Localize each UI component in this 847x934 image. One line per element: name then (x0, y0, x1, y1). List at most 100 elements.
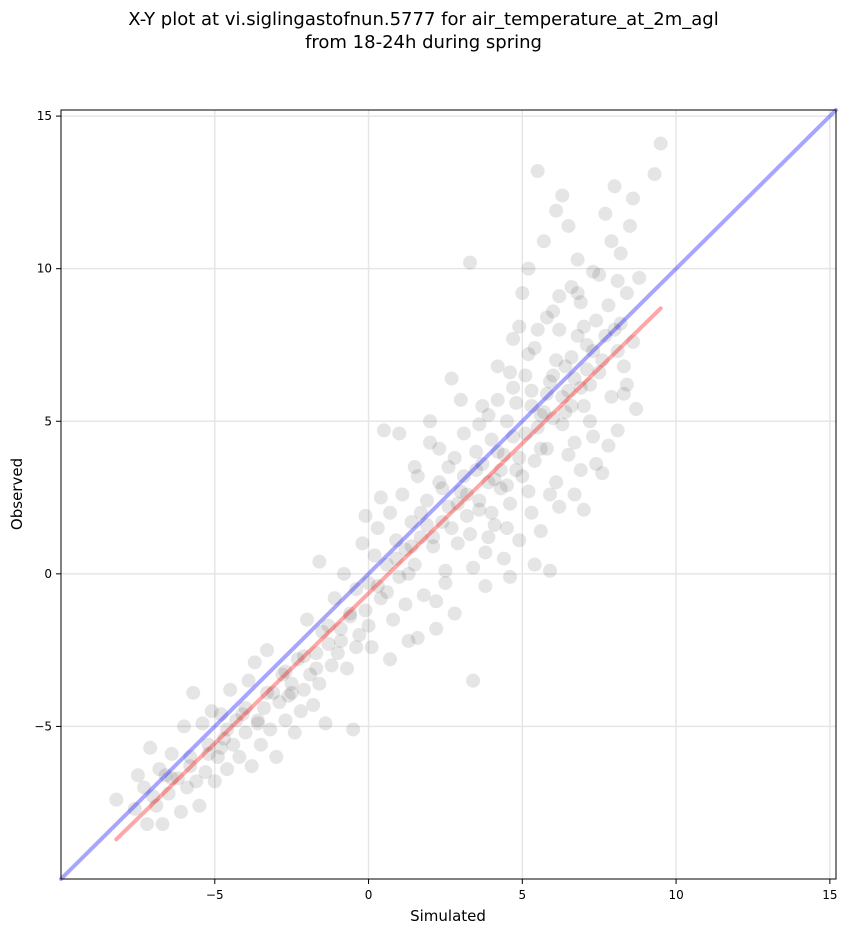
data-point (610, 423, 625, 438)
x-axis-ticks: −5 0 5 10 15 (206, 879, 837, 902)
data-point (263, 722, 278, 737)
data-point (253, 737, 268, 752)
data-point (456, 469, 471, 484)
data-point (506, 429, 521, 444)
x-tick-label: 0 (365, 888, 373, 902)
data-point (582, 414, 597, 429)
data-point (579, 362, 594, 377)
data-point (432, 475, 447, 490)
data-point (466, 560, 481, 575)
data-point (416, 588, 431, 603)
data-point (555, 389, 570, 404)
data-point (524, 383, 539, 398)
data-point (315, 624, 330, 639)
data-point (518, 426, 533, 441)
data-point (576, 399, 591, 414)
data-point (567, 435, 582, 450)
data-point (189, 774, 204, 789)
data-point (453, 392, 468, 407)
data-point (586, 429, 601, 444)
data-point (450, 536, 465, 551)
data-point (340, 661, 355, 676)
data-point (318, 716, 333, 731)
data-point (210, 749, 225, 764)
data-point (653, 136, 668, 151)
data-point (453, 484, 468, 499)
data-point (312, 676, 327, 691)
data-point (250, 713, 265, 728)
data-point (499, 478, 514, 493)
data-point (155, 817, 170, 832)
data-point (549, 203, 564, 218)
data-point (499, 414, 514, 429)
data-point (509, 395, 524, 410)
data-point (392, 569, 407, 584)
data-point (512, 319, 527, 334)
data-point (379, 557, 394, 572)
data-point (383, 505, 398, 520)
data-point (629, 402, 644, 417)
plot-frame (60, 109, 837, 880)
y-axis-ticks: −5 0 5 10 15 (34, 109, 61, 733)
data-point (438, 563, 453, 578)
data-point (447, 450, 462, 465)
data-point (186, 685, 201, 700)
data-point (413, 505, 428, 520)
data-point (506, 380, 521, 395)
data-point (370, 579, 385, 594)
data-point (272, 695, 287, 710)
data-point (552, 499, 567, 514)
data-point (552, 322, 567, 337)
data-point (542, 487, 557, 502)
data-point (459, 487, 474, 502)
data-point (595, 353, 610, 368)
data-point (140, 817, 155, 832)
data-point (610, 344, 625, 359)
data-point (607, 179, 622, 194)
data-point (626, 191, 641, 206)
y-tick-label: 10 (37, 262, 52, 276)
y-tick-label: 15 (37, 109, 52, 123)
data-point (161, 786, 176, 801)
data-point (152, 762, 167, 777)
data-point (589, 456, 604, 471)
data-point (373, 591, 388, 606)
data-point (413, 530, 428, 545)
data-point (570, 252, 585, 267)
y-tick-label: 0 (44, 567, 52, 581)
data-point (463, 527, 478, 542)
data-point (490, 359, 505, 374)
data-point (573, 380, 588, 395)
data-point (410, 630, 425, 645)
data-point (146, 789, 161, 804)
data-point (260, 643, 275, 658)
data-point (601, 438, 616, 453)
data-point (515, 469, 530, 484)
data-point (223, 682, 238, 697)
data-point (607, 322, 622, 337)
data-point (284, 685, 299, 700)
data-point (429, 594, 444, 609)
y-axis-label: Observed (8, 458, 26, 530)
data-point (423, 414, 438, 429)
data-point (616, 359, 631, 374)
data-point (201, 737, 216, 752)
data-point (435, 514, 450, 529)
data-point (330, 646, 345, 661)
data-point (241, 673, 256, 688)
data-point (281, 688, 296, 703)
data-point (426, 530, 441, 545)
data-point (552, 289, 567, 304)
data-point (567, 487, 582, 502)
data-point (370, 521, 385, 536)
data-point (389, 551, 404, 566)
data-point (195, 716, 210, 731)
data-point (478, 545, 493, 560)
data-point (164, 746, 179, 761)
data-point (586, 344, 601, 359)
data-point (177, 719, 192, 734)
data-point (613, 316, 628, 331)
data-point (407, 557, 422, 572)
data-point (173, 804, 188, 819)
data-point (235, 707, 250, 722)
